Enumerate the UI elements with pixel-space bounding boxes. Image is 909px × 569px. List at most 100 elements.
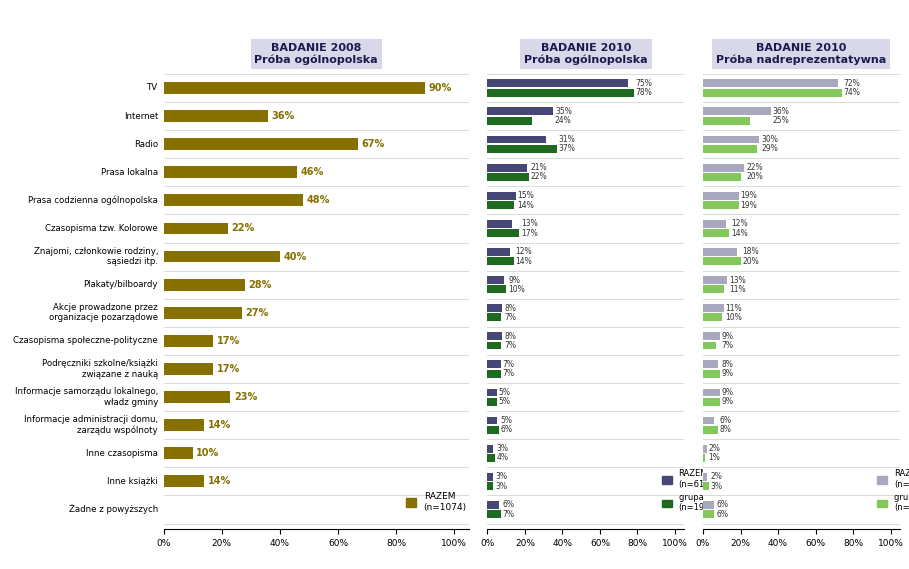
Bar	[703, 117, 750, 125]
Text: 11%: 11%	[729, 285, 746, 294]
Bar	[487, 473, 493, 481]
Bar	[487, 257, 514, 265]
Legend: RAZEM
(n=617), grupa docelowa
(n=193): RAZEM (n=617), grupa docelowa (n=193)	[658, 466, 749, 516]
Bar	[487, 417, 497, 424]
Text: 37%: 37%	[559, 145, 575, 153]
Text: 36%: 36%	[272, 111, 295, 121]
Text: 14%: 14%	[515, 257, 533, 266]
Text: 19%: 19%	[741, 200, 757, 209]
Bar	[703, 314, 722, 321]
Bar	[703, 192, 739, 200]
Bar	[487, 80, 628, 87]
Bar	[164, 476, 205, 487]
Bar	[487, 276, 504, 284]
Bar	[164, 82, 425, 94]
Text: 17%: 17%	[216, 364, 240, 374]
Text: 27%: 27%	[245, 308, 269, 318]
Legend: RAZEM
(n=510), grupa docelowa
(n=255): RAZEM (n=510), grupa docelowa (n=255)	[874, 466, 909, 516]
Text: 9%: 9%	[722, 388, 734, 397]
Bar	[703, 248, 737, 256]
Legend: RAZEM
(n=1074): RAZEM (n=1074)	[402, 489, 471, 516]
Bar	[164, 251, 280, 262]
Text: 90%: 90%	[429, 83, 452, 93]
Text: 2%: 2%	[709, 444, 721, 453]
Bar	[487, 482, 493, 490]
Text: 12%: 12%	[731, 219, 748, 228]
Bar	[703, 482, 709, 490]
Text: 67%: 67%	[362, 139, 385, 149]
Bar	[703, 501, 714, 509]
Text: 9%: 9%	[508, 275, 520, 284]
Bar	[487, 341, 501, 349]
Bar	[703, 389, 720, 397]
Text: 8%: 8%	[720, 425, 732, 434]
Text: 75%: 75%	[635, 79, 653, 88]
Bar	[487, 445, 493, 452]
Bar	[703, 80, 838, 87]
Bar	[487, 389, 497, 397]
Text: 5%: 5%	[499, 388, 511, 397]
Bar	[164, 166, 297, 178]
Title: BADANIE 2008
Próba ogólnopolska: BADANIE 2008 Próba ogólnopolska	[255, 43, 378, 65]
Bar	[487, 304, 503, 312]
Bar	[164, 138, 358, 150]
Text: 25%: 25%	[773, 116, 789, 125]
Bar	[164, 447, 193, 459]
Bar	[487, 501, 499, 509]
Text: 3%: 3%	[495, 481, 507, 490]
Bar	[703, 276, 727, 284]
Text: 74%: 74%	[844, 88, 861, 97]
Bar	[487, 201, 514, 209]
Text: 22%: 22%	[231, 224, 255, 233]
Text: 78%: 78%	[635, 88, 653, 97]
Text: 5%: 5%	[499, 397, 511, 406]
Text: 10%: 10%	[508, 285, 524, 294]
Text: 10%: 10%	[725, 313, 743, 322]
Text: 30%: 30%	[761, 135, 778, 144]
Text: 9%: 9%	[722, 369, 734, 378]
Text: 13%: 13%	[729, 275, 746, 284]
Bar	[703, 145, 757, 152]
Bar	[703, 286, 724, 293]
Text: 14%: 14%	[517, 200, 534, 209]
Bar	[703, 164, 744, 172]
Bar	[487, 117, 533, 125]
Text: 4%: 4%	[497, 453, 509, 463]
Title: BADANIE 2010
Próba nadreprezentatywna: BADANIE 2010 Próba nadreprezentatywna	[716, 43, 886, 65]
Bar	[703, 417, 714, 424]
Bar	[703, 135, 759, 143]
Text: 20%: 20%	[743, 257, 759, 266]
Bar	[487, 164, 527, 172]
Text: 8%: 8%	[504, 304, 516, 312]
Bar	[487, 314, 501, 321]
Text: 7%: 7%	[503, 369, 514, 378]
Bar	[703, 426, 718, 434]
Text: 31%: 31%	[559, 135, 575, 144]
Bar	[487, 286, 506, 293]
Bar	[703, 341, 716, 349]
Text: 11%: 11%	[725, 304, 742, 312]
Bar	[703, 89, 842, 97]
Bar	[487, 360, 501, 368]
Bar	[164, 307, 242, 319]
Bar	[703, 510, 714, 518]
Bar	[703, 201, 739, 209]
Title: BADANIE 2010
Próba ogólnopolska: BADANIE 2010 Próba ogólnopolska	[524, 43, 648, 65]
Text: 7%: 7%	[504, 341, 516, 350]
Bar	[487, 89, 634, 97]
Bar	[164, 419, 205, 431]
Text: 9%: 9%	[722, 397, 734, 406]
Bar	[703, 220, 725, 228]
Text: 7%: 7%	[503, 510, 514, 518]
Text: 3%: 3%	[711, 481, 723, 490]
Bar	[164, 391, 231, 403]
Text: 8%: 8%	[722, 360, 734, 369]
Text: 29%: 29%	[761, 145, 778, 153]
Bar	[487, 426, 499, 434]
Bar	[703, 445, 707, 452]
Text: 5%: 5%	[501, 416, 513, 425]
Bar	[703, 360, 718, 368]
Bar	[164, 335, 213, 347]
Text: 3%: 3%	[497, 444, 509, 453]
Bar	[164, 222, 227, 234]
